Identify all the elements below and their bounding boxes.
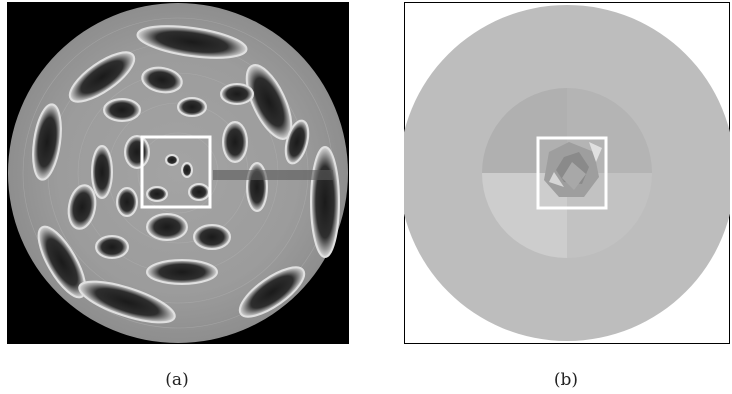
panel-b-roi-box xyxy=(536,136,608,210)
panel-b-center-patch xyxy=(544,142,602,197)
panel-b-quadrant-sw xyxy=(482,173,567,258)
panel-b-caption: (b) xyxy=(553,370,579,390)
panel-b-quadrant-nw xyxy=(482,88,567,173)
panel-a-seam-artifact xyxy=(213,170,333,180)
panel-a-svg xyxy=(7,2,349,344)
panel-a-roi-box xyxy=(140,135,212,209)
panel-b-image xyxy=(404,2,730,344)
panel-b-quadrant-se xyxy=(567,173,652,258)
panel-b-svg xyxy=(404,2,730,344)
panel-a-caption: (a) xyxy=(165,370,189,390)
panel-a-image xyxy=(7,2,349,344)
